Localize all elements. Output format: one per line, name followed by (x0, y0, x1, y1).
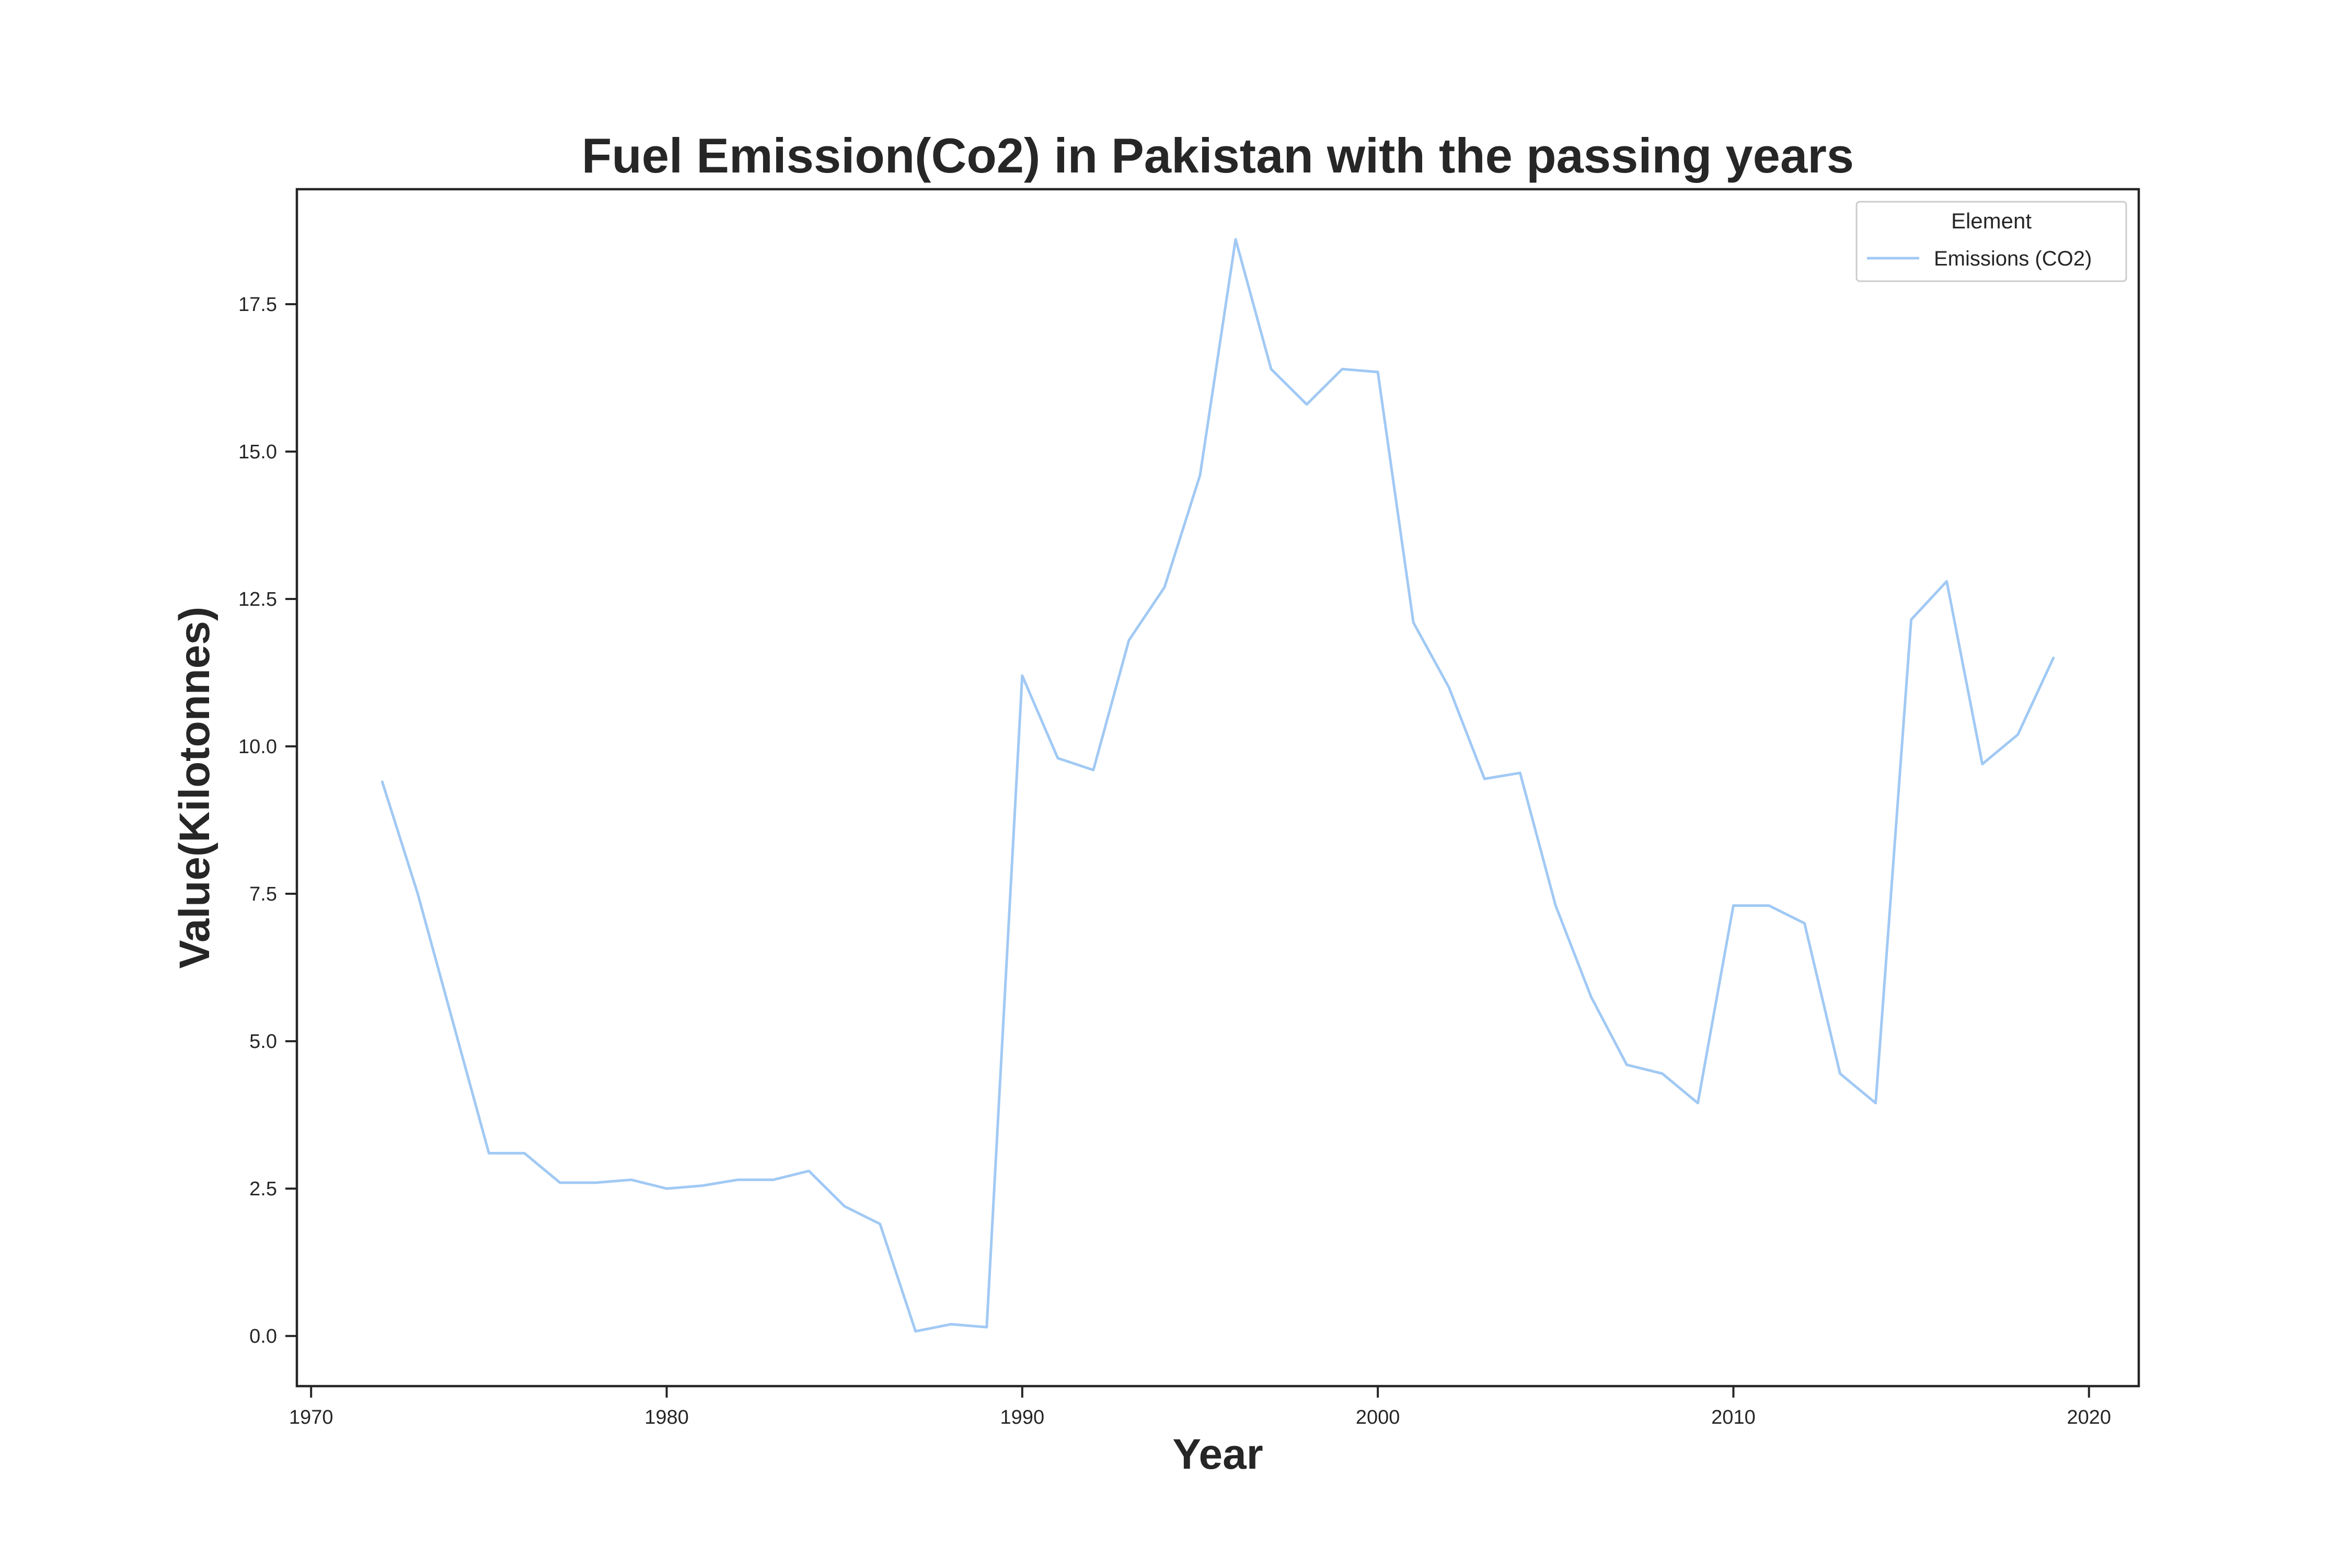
series-layer (381, 238, 2055, 1333)
y-tick-label: 7.5 (249, 883, 277, 905)
y-tick-label: 17.5 (238, 294, 277, 316)
x-tick-label: 2000 (1356, 1406, 1400, 1428)
x-tick-label: 1980 (644, 1406, 689, 1428)
y-axis: 0.0 2.5 5.0 7.5 10.0 12.5 15.0 17.5 (238, 294, 297, 1347)
y-tick-label: 0.0 (249, 1325, 277, 1347)
y-tick-label: 15.0 (238, 441, 277, 463)
x-tick-label: 2020 (2067, 1406, 2111, 1428)
series-line-emissions-co2 (381, 238, 2055, 1333)
chart-title: Fuel Emission(Co2) in Pakistan with the … (582, 128, 1854, 183)
plot-area (295, 188, 2140, 1388)
x-tick-label: 2010 (1711, 1406, 1756, 1428)
y-tick-label: 10.0 (238, 736, 277, 758)
y-tick-label: 2.5 (249, 1178, 277, 1200)
x-axis: 1970 1980 1990 2000 2010 2020 (289, 1386, 2111, 1428)
legend-title: Element (1951, 209, 2032, 233)
y-tick-label: 12.5 (238, 589, 277, 610)
legend-entry-label: Emissions (CO2) (1934, 247, 2092, 270)
x-tick-label: 1990 (1000, 1406, 1045, 1428)
x-axis-label: Year (1172, 1431, 1263, 1478)
y-tick-label: 5.0 (249, 1031, 277, 1053)
x-tick-label: 1970 (289, 1406, 333, 1428)
y-axis-label: Value(Kilotonnes) (171, 607, 218, 969)
legend: Element Emissions (CO2) (1855, 201, 2127, 282)
legend-box (1855, 201, 2127, 282)
